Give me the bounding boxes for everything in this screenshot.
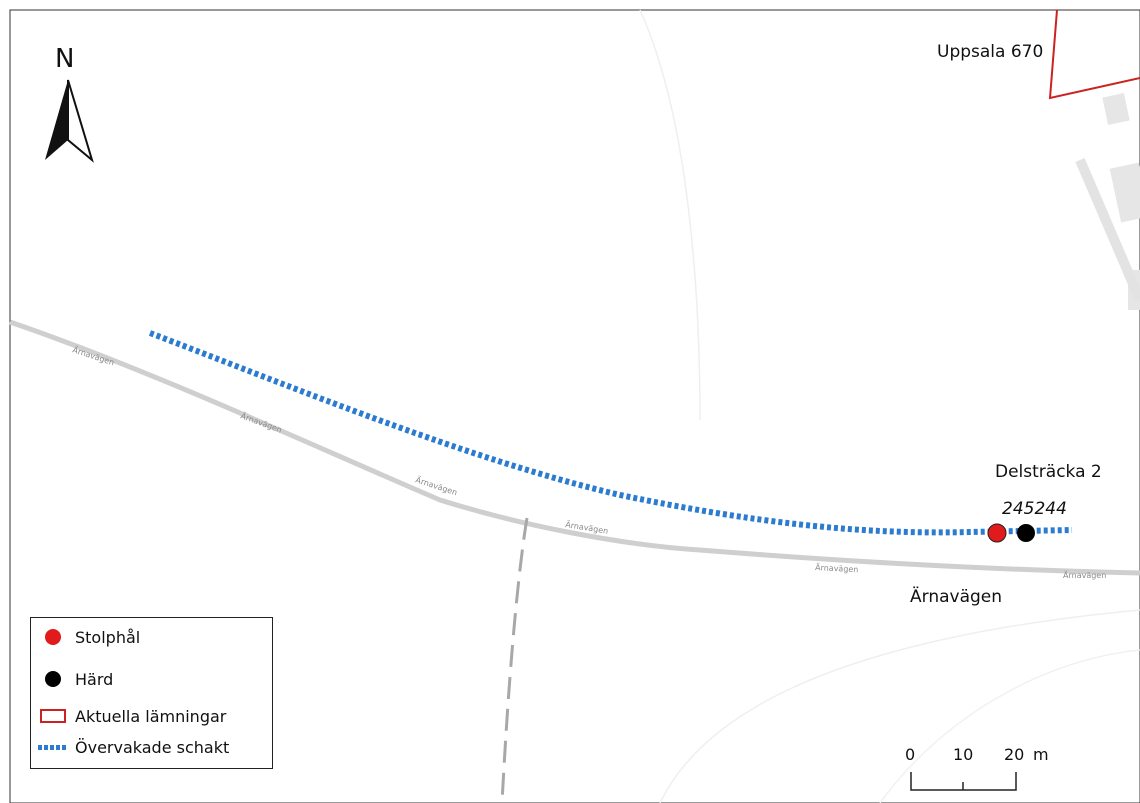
road-label-small: Ärnavägen	[1063, 570, 1106, 580]
label-arnavagen: Ärnavägen	[910, 587, 1003, 607]
terrain-contour	[659, 609, 1140, 803]
north-letter: N	[55, 44, 75, 74]
building	[1109, 162, 1140, 223]
road-label-small: Ärnavägen	[815, 562, 859, 574]
stolphal-marker	[987, 523, 1007, 543]
legend-item-stolphal: Stolphål	[31, 625, 140, 649]
terrain-contour	[639, 9, 701, 421]
red-dot-icon	[45, 629, 61, 645]
legend-item-hard: Härd	[31, 667, 113, 691]
legend-label: Aktuella lämningar	[75, 706, 227, 726]
legend-item-aktuella-lamningar: Aktuella lämningar	[31, 704, 226, 728]
label-uppsala-670: Uppsala 670	[937, 42, 1044, 62]
monitored-trench	[148, 330, 1073, 536]
black-dot-icon	[45, 671, 61, 687]
scale-unit: m	[1033, 745, 1049, 764]
side-road	[1075, 158, 1140, 302]
blue-dashed-line-icon	[38, 744, 68, 750]
hard-marker	[1017, 524, 1035, 542]
label-feature-id: 245244	[1002, 499, 1067, 519]
scale-tick-20: 20	[1004, 745, 1025, 764]
building	[1102, 93, 1130, 125]
legend: Stolphål Härd Aktuella lämningar Övervak…	[30, 617, 273, 769]
remains-outline-uppsala-670	[1048, 9, 1140, 100]
terrain-contour	[879, 649, 1140, 803]
scale-bar	[910, 772, 1017, 791]
scale-tick-0: 0	[905, 745, 916, 764]
legend-label: Stolphål	[75, 627, 141, 647]
footpath	[500, 517, 529, 803]
north-arrow-icon	[45, 79, 94, 163]
road-arnavagen	[9, 319, 1140, 576]
scale-tick-10: 10	[953, 745, 974, 764]
legend-label: Härd	[75, 669, 114, 689]
legend-item-overvakade-schakt: Övervakade schakt	[31, 735, 229, 759]
label-delstracka-2: Delsträcka 2	[995, 462, 1102, 482]
red-outline-rect-icon	[40, 709, 66, 723]
legend-label: Övervakade schakt	[75, 737, 230, 757]
